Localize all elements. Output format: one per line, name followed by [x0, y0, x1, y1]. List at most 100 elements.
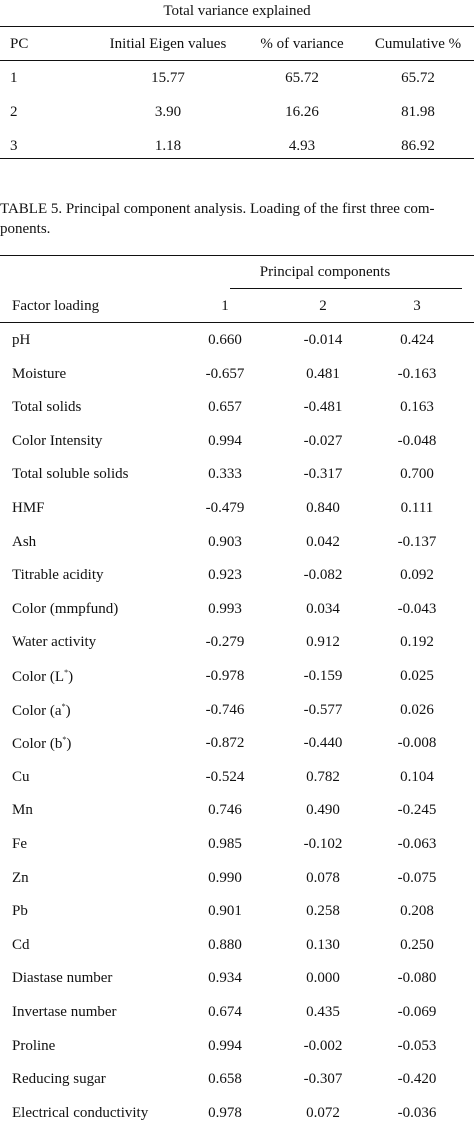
loading-value: -0.524: [205, 768, 245, 785]
factor-name: Color (b*): [12, 735, 72, 753]
loading-value: 0.993: [208, 600, 242, 617]
loading-value: -0.245: [397, 802, 437, 819]
rule-top: [0, 26, 474, 27]
loading-value: 0.978: [208, 1104, 242, 1121]
loading-value: -0.978: [205, 668, 245, 684]
loading-value: 0.258: [306, 903, 340, 920]
table-row: Total soluble solids 0.333 -0.317 0.700: [0, 466, 474, 488]
table-cell: 65.72: [401, 70, 435, 86]
table-row: Diastase number 0.934 0.000 -0.080: [0, 970, 474, 992]
principal-components-header: Principal components: [259, 264, 391, 280]
table-cell: 16.26: [285, 104, 319, 120]
loading-value: -0.279: [205, 634, 245, 651]
header-cumulative: Cumulative %: [374, 36, 462, 52]
header-pc: PC: [10, 36, 29, 52]
factor-name: Color (mmpfund): [12, 600, 119, 617]
loading-value: 0.674: [208, 1004, 242, 1020]
loading-value: -0.746: [205, 701, 245, 718]
loading-value: 0.072: [306, 1104, 340, 1121]
table-row: Cd 0.880 0.130 0.250: [0, 937, 474, 959]
loading-value: -0.069: [397, 1004, 437, 1020]
loading-value: 0.424: [400, 332, 434, 348]
loading-value: 0.490: [306, 802, 340, 819]
header-factor-loading: Factor loading: [12, 298, 100, 314]
factor-name: Color (a*): [12, 701, 71, 719]
loading-value: 0.934: [208, 970, 242, 987]
factor-name: HMF: [12, 500, 45, 516]
loading-value: 0.903: [208, 533, 242, 550]
factor-name: Cu: [12, 768, 30, 785]
table-row: pH 0.660 -0.014 0.424: [0, 332, 474, 354]
factor-name: Reducing sugar: [12, 1071, 106, 1088]
loading-value: -0.002: [303, 1037, 343, 1054]
table-row: Color (b*) -0.872 -0.440 -0.008: [0, 735, 474, 757]
table-cell: 1: [10, 70, 18, 86]
loading-value: 0.078: [306, 869, 340, 886]
rule-bottom: [0, 158, 474, 159]
table-row: Color Intensity 0.994 -0.027 -0.048: [0, 433, 474, 455]
table-cell: 3.90: [154, 104, 182, 120]
table-row: Moisture -0.657 0.481 -0.163: [0, 366, 474, 388]
table-row: Color (mmpfund) 0.993 0.034 -0.043: [0, 601, 474, 623]
loading-value: -0.027: [303, 432, 343, 449]
loading-value: -0.036: [397, 1104, 437, 1121]
loading-value: -0.479: [205, 500, 245, 516]
factor-name: Total soluble solids: [12, 466, 129, 483]
factor-name: pH: [12, 332, 31, 348]
table-cell: 4.93: [288, 138, 316, 154]
caption-line-2: ponents.: [0, 221, 51, 237]
loading-value: 0.208: [400, 903, 434, 920]
table-cell: 65.72: [285, 70, 319, 86]
loading-value: -0.440: [303, 735, 343, 752]
loading-value: -0.872: [205, 735, 245, 752]
loading-value: -0.102: [303, 836, 343, 852]
loading-value: -0.317: [303, 466, 343, 483]
header-pc1: 1: [221, 298, 229, 314]
loading-value: -0.043: [397, 600, 437, 617]
loading-value: 0.912: [306, 634, 340, 651]
table-cell: 3: [10, 138, 18, 154]
loading-value: -0.163: [397, 365, 437, 382]
loading-value: -0.137: [397, 533, 437, 550]
loading-value: -0.048: [397, 432, 437, 449]
factor-name: Diastase number: [12, 970, 113, 987]
factor-name: Zn: [12, 869, 29, 886]
factor-name: Color (L*): [12, 668, 74, 685]
table-cell: 15.77: [151, 70, 185, 86]
table-cell: 86.92: [401, 138, 435, 154]
loading-value: -0.307: [303, 1071, 343, 1088]
loading-value: 0.026: [400, 701, 434, 718]
loading-value: -0.420: [397, 1071, 437, 1088]
loading-value: 0.923: [208, 567, 242, 584]
factor-name: Electrical conductivity: [12, 1104, 149, 1121]
loading-value: 0.746: [208, 802, 242, 819]
caption-line-1: TABLE 5. Principal component analysis. L…: [0, 201, 435, 217]
loading-value: 0.104: [400, 768, 434, 785]
loading-value: 0.994: [208, 1037, 242, 1054]
loading-value: -0.080: [397, 970, 437, 987]
table-row: Electrical conductivity 0.978 0.072 -0.036: [0, 1105, 474, 1127]
factor-name: Ash: [12, 533, 37, 550]
loading-value: -0.577: [303, 701, 343, 718]
table-row: Total solids 0.657 -0.481 0.163: [0, 399, 474, 421]
table-row: HMF -0.479 0.840 0.111: [0, 500, 474, 522]
factor-name: Total solids: [12, 399, 82, 416]
table-row: Mn 0.746 0.490 -0.245: [0, 802, 474, 824]
loading-value: 0.782: [306, 768, 340, 785]
loading-value: 0.840: [306, 500, 340, 516]
loading-value: 0.042: [306, 533, 340, 550]
factor-name: Water activity: [12, 634, 97, 651]
table-row: Color (L*) -0.978 -0.159 0.025: [0, 668, 474, 690]
rule-header: [0, 60, 474, 61]
factor-name: Color Intensity: [12, 432, 103, 449]
table-row: Pb 0.901 0.258 0.208: [0, 903, 474, 925]
table-cell: 2: [10, 104, 18, 120]
table-row: Water activity -0.279 0.912 0.192: [0, 634, 474, 656]
t5-rule-top: [0, 255, 474, 256]
factor-name: Fe: [12, 836, 27, 852]
table-row: 3 1.18 4.93 86.92: [0, 138, 474, 160]
table-row: Invertase number 0.674 0.435 -0.069: [0, 1004, 474, 1026]
loading-value: -0.063: [397, 836, 437, 852]
header-pc3: 3: [413, 298, 421, 314]
